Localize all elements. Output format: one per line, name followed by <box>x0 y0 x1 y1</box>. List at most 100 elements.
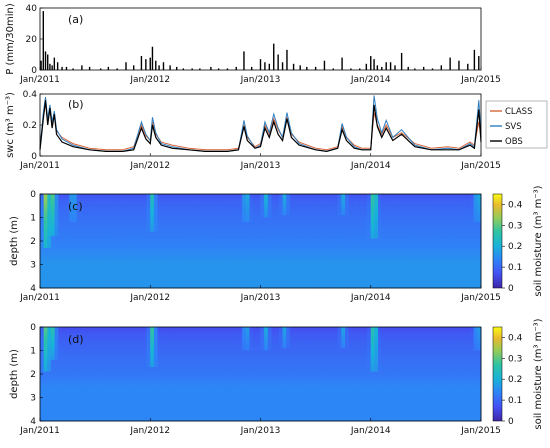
heatmap-cell <box>414 273 419 277</box>
heatmap-cell <box>282 208 287 211</box>
heatmap-cell <box>260 269 265 272</box>
heatmap-cell <box>469 217 475 221</box>
heatmap-cell <box>385 208 390 211</box>
heatmap-cell <box>69 215 74 218</box>
heatmap-cell <box>62 248 67 251</box>
heatmap-cell <box>319 259 324 263</box>
heatmap-cell <box>205 264 210 268</box>
heatmap-cell <box>297 271 302 275</box>
heatmap-cell <box>87 229 92 232</box>
heatmap-cell <box>455 212 460 216</box>
heatmap-cell <box>308 198 313 202</box>
heatmap-cell <box>231 280 236 284</box>
heatmap-cell <box>308 245 313 249</box>
heatmap-cell <box>330 276 335 279</box>
heatmap-cell <box>311 229 317 232</box>
heatmap-cell <box>341 245 346 249</box>
heatmap-cell <box>381 233 386 237</box>
heatmap-cell <box>282 255 287 258</box>
heatmap-cell <box>256 259 261 263</box>
heatmap-cell <box>69 259 74 263</box>
heatmap-cell <box>436 233 441 237</box>
heatmap-cell <box>242 255 247 258</box>
heatmap-cell <box>227 283 232 287</box>
heatmap-cell <box>411 257 416 261</box>
heatmap-cell <box>109 212 114 216</box>
heatmap-cell <box>348 250 353 254</box>
heatmap-cell <box>80 229 85 232</box>
heatmap-cell <box>359 229 364 232</box>
heatmap-cell <box>150 285 155 289</box>
heatmap-cell <box>238 264 243 268</box>
heatmap-cell <box>348 273 353 277</box>
heatmap-cell <box>466 210 471 214</box>
heatmap-cell <box>319 264 324 268</box>
heatmap-cell <box>289 278 294 282</box>
heatmap-cell <box>462 264 467 268</box>
heatmap-cell <box>69 264 74 268</box>
heatmap-cell <box>187 243 192 247</box>
heatmap-cell <box>473 194 478 197</box>
heatmap-cell <box>322 236 328 240</box>
heatmap-cell <box>473 278 478 282</box>
heatmap-cell <box>367 266 372 270</box>
heatmap-cell <box>172 198 177 202</box>
heatmap-cell <box>91 203 96 207</box>
heatmap-cell <box>400 198 405 202</box>
heatmap-cell <box>194 245 199 249</box>
heatmap-cell <box>458 205 464 209</box>
heatmap-cell <box>234 219 239 223</box>
heatmap-cell <box>469 266 475 270</box>
heatmap-cell <box>319 250 324 254</box>
heatmap-cell <box>106 245 111 249</box>
heatmap-cell <box>286 205 291 209</box>
heatmap-cell <box>396 285 401 289</box>
heatmap-cell <box>87 212 92 216</box>
heatmap-cell <box>253 262 258 265</box>
heatmap-cell <box>278 283 283 287</box>
heatmap-cell <box>183 198 188 202</box>
heatmap-cell <box>447 280 452 284</box>
heatmap-cell <box>260 210 265 214</box>
heatmap-cell <box>363 250 368 254</box>
heatmap-cell <box>400 243 405 247</box>
heatmap-cell <box>363 203 368 207</box>
heatmap-cell <box>304 196 309 200</box>
heatmap-cell <box>198 276 203 279</box>
heatmap-cell <box>161 259 166 263</box>
heatmap-cell <box>65 215 70 218</box>
heatmap-cell <box>396 243 401 247</box>
heatmap-cell <box>238 215 243 218</box>
heatmap-cell <box>363 241 368 244</box>
heatmap-cell <box>73 252 78 256</box>
heatmap-cell <box>58 208 63 211</box>
heatmap-cell <box>198 257 203 261</box>
heatmap-cell <box>293 238 298 242</box>
heatmap-cell <box>411 217 416 221</box>
heatmap-cell <box>253 276 258 279</box>
heatmap-cell <box>209 245 214 249</box>
heatmap-cell <box>264 283 269 287</box>
heatmap-cell <box>47 264 52 268</box>
heatmap-cell <box>458 283 464 287</box>
heatmap-cell <box>330 241 335 244</box>
heatmap-cell <box>356 285 361 289</box>
heatmap-cell <box>161 210 166 214</box>
heatmap-cell <box>315 241 320 244</box>
heatmap-cell <box>113 215 118 218</box>
heatmap-cell <box>271 238 276 242</box>
heatmap-cell <box>128 276 133 279</box>
heatmap-cell <box>175 226 181 230</box>
heatmap-cell <box>403 222 408 225</box>
heatmap-cell <box>231 283 236 287</box>
heatmap-cell <box>411 236 416 240</box>
heatmap-cell <box>466 280 471 284</box>
heatmap-cell <box>91 273 96 277</box>
heatmap-cell <box>322 210 328 214</box>
heatmap-cell <box>175 205 181 209</box>
heatmap-cell <box>429 248 434 251</box>
heatmap-cell <box>447 203 452 207</box>
heatmap-cell <box>153 266 159 270</box>
heatmap-cell <box>337 285 342 289</box>
x-tick-label: Jan/2015 <box>460 75 501 85</box>
